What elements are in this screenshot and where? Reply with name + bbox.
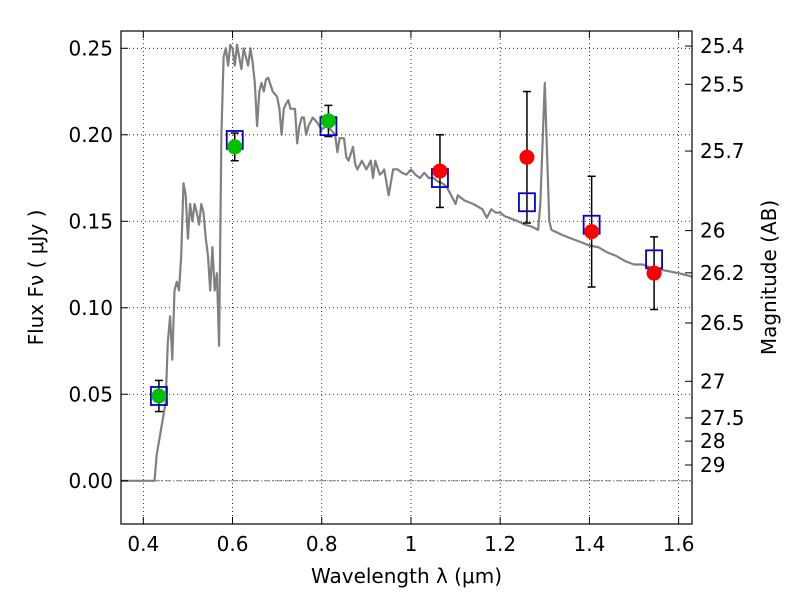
red-data-point xyxy=(584,224,600,240)
right-tick-label: 28 xyxy=(700,429,725,453)
x-tick-label: 1.6 xyxy=(663,532,695,556)
right-tick-label: 26 xyxy=(700,219,725,243)
y-axis-label: Flux Fν ( μJy ) xyxy=(24,210,48,346)
green-data-point xyxy=(227,139,243,155)
y-tick-label: 0.10 xyxy=(68,296,113,320)
red-data-point xyxy=(432,163,448,179)
model-photometry-squares xyxy=(150,116,663,406)
green-data-point xyxy=(151,388,167,404)
x-axis-label: Wavelength λ (μm) xyxy=(311,564,502,588)
green-data-point xyxy=(320,113,336,129)
right-tick-label: 29 xyxy=(700,453,725,477)
y-tick-label: 0.05 xyxy=(68,382,113,406)
plot-frame xyxy=(120,30,693,525)
right-tick-label: 26.2 xyxy=(700,261,745,285)
red-data-point xyxy=(519,149,535,165)
x-tick-label: 0.6 xyxy=(217,532,249,556)
x-tick-label: 1.4 xyxy=(573,532,605,556)
x-tick-label: 1 xyxy=(405,532,418,556)
x-tick-label: 0.8 xyxy=(306,532,338,556)
model-square xyxy=(150,386,168,406)
right-tick-label: 25.5 xyxy=(700,72,745,96)
y-tick-label: 0.00 xyxy=(68,469,113,493)
right-axis-label: Magnitude (AB) xyxy=(757,200,781,355)
model-square xyxy=(518,192,536,213)
right-tick-label: 25.7 xyxy=(700,139,745,163)
observed-points xyxy=(151,113,662,404)
right-tick-label: 26.5 xyxy=(700,311,745,335)
red-data-point xyxy=(646,265,662,281)
y-tick-label: 0.25 xyxy=(68,36,113,60)
right-tick-label: 27.5 xyxy=(700,406,745,430)
x-axis-ticks: 0.4 0.6 0.8 1 1.2 1.4 1.6 xyxy=(127,31,695,556)
model-spectrum-line xyxy=(121,43,693,482)
right-tick-label: 25.4 xyxy=(700,34,745,58)
y-tick-label: 0.20 xyxy=(68,123,113,147)
error-bars xyxy=(154,90,659,413)
right-tick-label: 27 xyxy=(700,369,725,393)
y-tick-label: 0.15 xyxy=(68,209,113,233)
model-spectrum xyxy=(121,43,693,482)
grid-lines xyxy=(121,31,692,524)
y-axis-ticks: 0.00 0.05 0.10 0.15 0.20 0.25 xyxy=(68,36,128,493)
x-tick-label: 1.2 xyxy=(484,532,516,556)
x-tick-label: 0.4 xyxy=(127,532,159,556)
